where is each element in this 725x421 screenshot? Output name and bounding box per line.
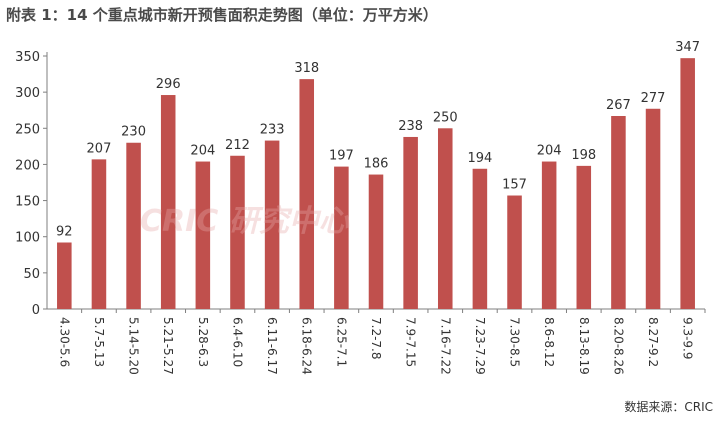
- x-tick-label: 6.11-6.17: [265, 317, 279, 375]
- data-label: 204: [537, 144, 562, 159]
- x-tick-label: 6.25-7.1: [334, 317, 348, 367]
- y-tick-label: 150: [15, 195, 40, 210]
- data-label: 250: [433, 110, 458, 125]
- bar: [91, 159, 107, 309]
- data-label: 267: [606, 98, 631, 113]
- bar: [645, 108, 661, 309]
- data-label: 296: [156, 77, 181, 92]
- data-label: 212: [225, 138, 250, 153]
- x-tick-label: 7.16-7.22: [438, 317, 452, 375]
- x-tick-label: 7.23-7.29: [473, 317, 487, 375]
- x-tick-label: 5.14-5.20: [127, 317, 141, 375]
- data-label: 186: [364, 157, 389, 172]
- y-tick-label: 200: [15, 158, 40, 173]
- x-tick-label: 8.27-9.2: [646, 317, 660, 367]
- x-tick-label: 8.6-8.12: [542, 317, 556, 367]
- bar: [368, 174, 384, 309]
- data-label: 230: [121, 125, 146, 140]
- data-label: 157: [502, 178, 527, 193]
- bar: [57, 242, 72, 309]
- x-tick-label: 6.4-6.10: [230, 317, 244, 367]
- chart-title: 附表 1：14 个重点城市新开预售面积走势图（单位：万平方米）: [6, 6, 438, 24]
- data-label: 238: [398, 119, 423, 134]
- x-tick-label: 5.7-5.13: [92, 317, 106, 367]
- bar: [195, 161, 211, 309]
- x-tick-label: 8.20-8.26: [611, 317, 625, 375]
- y-tick-label: 350: [15, 50, 40, 65]
- data-label: 233: [260, 123, 285, 138]
- data-label: 197: [329, 149, 354, 164]
- data-label: 277: [641, 91, 666, 106]
- data-label: 198: [571, 148, 596, 163]
- x-tick-label: 5.28-6.3: [196, 317, 210, 367]
- bar: [264, 140, 280, 309]
- bar: [611, 115, 626, 309]
- bar: [507, 195, 522, 309]
- bar: [299, 79, 315, 309]
- bar: [472, 168, 488, 309]
- data-label: 347: [675, 40, 700, 55]
- x-tick-label: 9.3-9.9: [681, 317, 695, 360]
- source-note: 数据来源：CRIC: [624, 400, 713, 414]
- y-tick-label: 300: [15, 86, 40, 101]
- bar: [680, 58, 695, 309]
- bar: [437, 128, 453, 309]
- y-tick-label: 100: [15, 231, 40, 246]
- bar: [230, 155, 245, 309]
- bar: [576, 165, 592, 309]
- x-tick-label: 7.9-7.15: [404, 317, 418, 367]
- y-tick-label: 50: [23, 267, 40, 282]
- data-label: 318: [294, 61, 319, 76]
- bar: [403, 136, 418, 309]
- bar: [541, 161, 557, 309]
- x-tick-label: 4.30-5.6: [57, 317, 71, 367]
- data-label: 204: [190, 144, 215, 159]
- y-tick-label: 0: [32, 303, 40, 318]
- x-tick-label: 7.30-8.5: [508, 317, 522, 367]
- y-tick-label: 250: [15, 122, 40, 137]
- data-label: 194: [467, 151, 492, 166]
- bar: [160, 95, 176, 309]
- x-tick-label: 8.13-8.19: [577, 317, 591, 375]
- bar: [334, 166, 349, 309]
- x-tick-label: 7.2-7.8: [369, 317, 383, 360]
- data-label: 92: [56, 224, 73, 239]
- x-tick-label: 6.18-6.24: [300, 317, 314, 375]
- x-tick-label: 5.21-5.27: [161, 317, 175, 375]
- data-label: 207: [87, 141, 112, 156]
- bar: [126, 142, 141, 309]
